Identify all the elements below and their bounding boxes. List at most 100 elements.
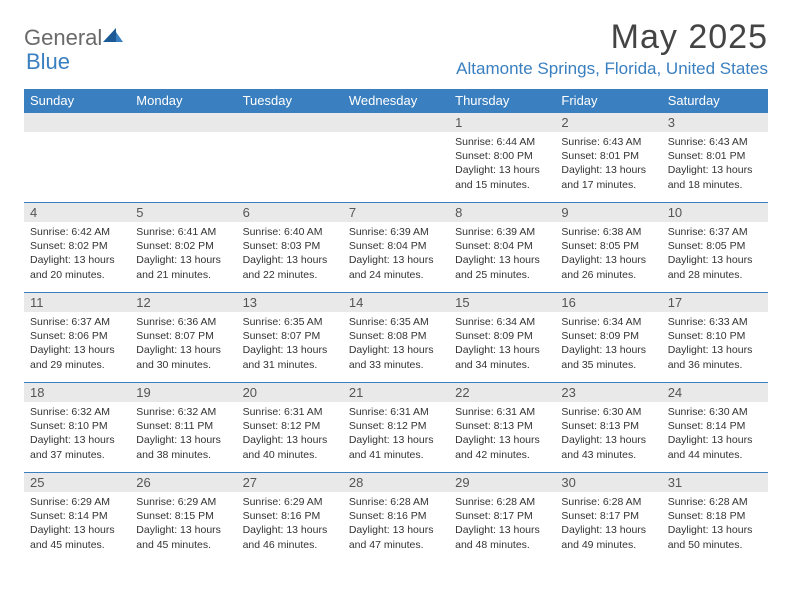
calendar-day-cell: 3Sunrise: 6:43 AMSunset: 8:01 PMDaylight… (662, 113, 768, 203)
calendar-day-cell: 11Sunrise: 6:37 AMSunset: 8:06 PMDayligh… (24, 293, 130, 383)
day-details: Sunrise: 6:43 AMSunset: 8:01 PMDaylight:… (555, 132, 661, 196)
brand-logo: General (24, 18, 126, 51)
day-details: Sunrise: 6:31 AMSunset: 8:13 PMDaylight:… (449, 402, 555, 466)
brand-triangle-icon (102, 24, 124, 51)
day-details: Sunrise: 6:39 AMSunset: 8:04 PMDaylight:… (343, 222, 449, 286)
calendar-day-cell: 23Sunrise: 6:30 AMSunset: 8:13 PMDayligh… (555, 383, 661, 473)
calendar-week-row: 18Sunrise: 6:32 AMSunset: 8:10 PMDayligh… (24, 383, 768, 473)
day-details: Sunrise: 6:28 AMSunset: 8:17 PMDaylight:… (555, 492, 661, 556)
dow-sat: Saturday (662, 89, 768, 113)
dow-tue: Tuesday (237, 89, 343, 113)
calendar-day-cell: 24Sunrise: 6:30 AMSunset: 8:14 PMDayligh… (662, 383, 768, 473)
calendar-day-cell: 16Sunrise: 6:34 AMSunset: 8:09 PMDayligh… (555, 293, 661, 383)
day-details: Sunrise: 6:37 AMSunset: 8:06 PMDaylight:… (24, 312, 130, 376)
day-details: Sunrise: 6:31 AMSunset: 8:12 PMDaylight:… (237, 402, 343, 466)
day-details: Sunrise: 6:30 AMSunset: 8:13 PMDaylight:… (555, 402, 661, 466)
day-number-band: 3 (662, 113, 768, 132)
brand-general: General (24, 25, 102, 51)
title-block: May 2025 Altamonte Springs, Florida, Uni… (456, 18, 768, 79)
calendar-day-cell: 29Sunrise: 6:28 AMSunset: 8:17 PMDayligh… (449, 473, 555, 563)
calendar-day-cell: 10Sunrise: 6:37 AMSunset: 8:05 PMDayligh… (662, 203, 768, 293)
day-details: Sunrise: 6:28 AMSunset: 8:17 PMDaylight:… (449, 492, 555, 556)
calendar-week-row: 1Sunrise: 6:44 AMSunset: 8:00 PMDaylight… (24, 113, 768, 203)
day-number-band: 19 (130, 383, 236, 402)
day-number-band: 5 (130, 203, 236, 222)
day-number-band: 14 (343, 293, 449, 312)
day-details: Sunrise: 6:28 AMSunset: 8:18 PMDaylight:… (662, 492, 768, 556)
day-details: Sunrise: 6:40 AMSunset: 8:03 PMDaylight:… (237, 222, 343, 286)
day-number-band (130, 113, 236, 132)
dow-mon: Monday (130, 89, 236, 113)
calendar-day-cell: 21Sunrise: 6:31 AMSunset: 8:12 PMDayligh… (343, 383, 449, 473)
day-details: Sunrise: 6:32 AMSunset: 8:10 PMDaylight:… (24, 402, 130, 466)
day-details: Sunrise: 6:34 AMSunset: 8:09 PMDaylight:… (555, 312, 661, 376)
calendar-day-cell (24, 113, 130, 203)
dow-header-row: Sunday Monday Tuesday Wednesday Thursday… (24, 89, 768, 113)
calendar-day-cell: 9Sunrise: 6:38 AMSunset: 8:05 PMDaylight… (555, 203, 661, 293)
calendar-day-cell: 26Sunrise: 6:29 AMSunset: 8:15 PMDayligh… (130, 473, 236, 563)
day-number-band: 1 (449, 113, 555, 132)
day-number-band: 8 (449, 203, 555, 222)
calendar-day-cell: 12Sunrise: 6:36 AMSunset: 8:07 PMDayligh… (130, 293, 236, 383)
day-number-band: 13 (237, 293, 343, 312)
day-number-band: 10 (662, 203, 768, 222)
calendar-day-cell: 6Sunrise: 6:40 AMSunset: 8:03 PMDaylight… (237, 203, 343, 293)
calendar-day-cell: 5Sunrise: 6:41 AMSunset: 8:02 PMDaylight… (130, 203, 236, 293)
calendar-day-cell: 18Sunrise: 6:32 AMSunset: 8:10 PMDayligh… (24, 383, 130, 473)
day-number-band: 16 (555, 293, 661, 312)
day-details: Sunrise: 6:30 AMSunset: 8:14 PMDaylight:… (662, 402, 768, 466)
calendar-day-cell: 2Sunrise: 6:43 AMSunset: 8:01 PMDaylight… (555, 113, 661, 203)
dow-fri: Friday (555, 89, 661, 113)
calendar-week-row: 4Sunrise: 6:42 AMSunset: 8:02 PMDaylight… (24, 203, 768, 293)
day-details: Sunrise: 6:33 AMSunset: 8:10 PMDaylight:… (662, 312, 768, 376)
calendar-day-cell: 15Sunrise: 6:34 AMSunset: 8:09 PMDayligh… (449, 293, 555, 383)
calendar-day-cell: 30Sunrise: 6:28 AMSunset: 8:17 PMDayligh… (555, 473, 661, 563)
day-details: Sunrise: 6:42 AMSunset: 8:02 PMDaylight:… (24, 222, 130, 286)
day-details: Sunrise: 6:32 AMSunset: 8:11 PMDaylight:… (130, 402, 236, 466)
day-number-band: 12 (130, 293, 236, 312)
month-title: May 2025 (456, 18, 768, 57)
calendar-day-cell (130, 113, 236, 203)
calendar-day-cell: 20Sunrise: 6:31 AMSunset: 8:12 PMDayligh… (237, 383, 343, 473)
calendar-day-cell (343, 113, 449, 203)
location-subtitle: Altamonte Springs, Florida, United State… (456, 59, 768, 79)
dow-sun: Sunday (24, 89, 130, 113)
day-number-band: 9 (555, 203, 661, 222)
calendar-day-cell: 1Sunrise: 6:44 AMSunset: 8:00 PMDaylight… (449, 113, 555, 203)
calendar-day-cell: 25Sunrise: 6:29 AMSunset: 8:14 PMDayligh… (24, 473, 130, 563)
day-details: Sunrise: 6:35 AMSunset: 8:08 PMDaylight:… (343, 312, 449, 376)
day-details: Sunrise: 6:37 AMSunset: 8:05 PMDaylight:… (662, 222, 768, 286)
day-details: Sunrise: 6:43 AMSunset: 8:01 PMDaylight:… (662, 132, 768, 196)
calendar-day-cell: 4Sunrise: 6:42 AMSunset: 8:02 PMDaylight… (24, 203, 130, 293)
day-number-band (24, 113, 130, 132)
day-details: Sunrise: 6:38 AMSunset: 8:05 PMDaylight:… (555, 222, 661, 286)
day-number-band: 29 (449, 473, 555, 492)
day-number-band: 25 (24, 473, 130, 492)
day-number-band: 30 (555, 473, 661, 492)
day-number-band: 7 (343, 203, 449, 222)
calendar-day-cell: 14Sunrise: 6:35 AMSunset: 8:08 PMDayligh… (343, 293, 449, 383)
day-number-band: 2 (555, 113, 661, 132)
day-number-band: 18 (24, 383, 130, 402)
day-number-band: 31 (662, 473, 768, 492)
day-number-band: 28 (343, 473, 449, 492)
day-number-band: 27 (237, 473, 343, 492)
day-number-band: 22 (449, 383, 555, 402)
day-details: Sunrise: 6:36 AMSunset: 8:07 PMDaylight:… (130, 312, 236, 376)
calendar-day-cell: 17Sunrise: 6:33 AMSunset: 8:10 PMDayligh… (662, 293, 768, 383)
day-details: Sunrise: 6:29 AMSunset: 8:16 PMDaylight:… (237, 492, 343, 556)
day-number-band: 15 (449, 293, 555, 312)
day-details: Sunrise: 6:31 AMSunset: 8:12 PMDaylight:… (343, 402, 449, 466)
day-number-band: 6 (237, 203, 343, 222)
day-number-band: 23 (555, 383, 661, 402)
day-details: Sunrise: 6:34 AMSunset: 8:09 PMDaylight:… (449, 312, 555, 376)
day-number-band: 26 (130, 473, 236, 492)
day-details: Sunrise: 6:28 AMSunset: 8:16 PMDaylight:… (343, 492, 449, 556)
calendar-day-cell: 31Sunrise: 6:28 AMSunset: 8:18 PMDayligh… (662, 473, 768, 563)
day-details: Sunrise: 6:41 AMSunset: 8:02 PMDaylight:… (130, 222, 236, 286)
calendar-day-cell: 7Sunrise: 6:39 AMSunset: 8:04 PMDaylight… (343, 203, 449, 293)
calendar-day-cell: 22Sunrise: 6:31 AMSunset: 8:13 PMDayligh… (449, 383, 555, 473)
day-number-band (237, 113, 343, 132)
dow-thu: Thursday (449, 89, 555, 113)
calendar-table: Sunday Monday Tuesday Wednesday Thursday… (24, 89, 768, 563)
